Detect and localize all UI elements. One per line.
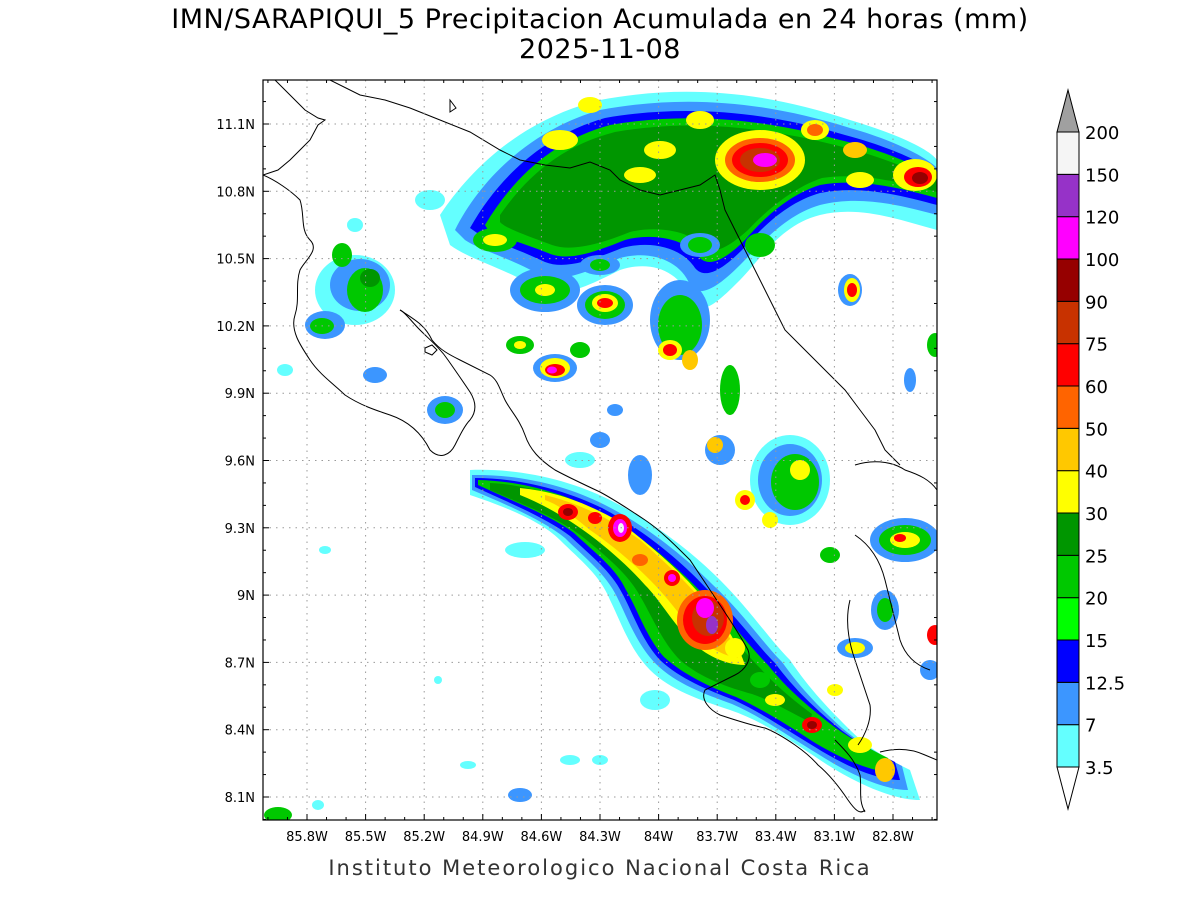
lat-label: 10.5N bbox=[216, 253, 255, 268]
nicaragua-border bbox=[329, 80, 901, 466]
lat-label: 11.1N bbox=[216, 118, 255, 133]
colorbar-label: 40 bbox=[1085, 462, 1108, 483]
pacific-rain-band bbox=[470, 469, 920, 800]
lat-label: 10.2N bbox=[216, 320, 255, 335]
colorbar-label: 12.5 bbox=[1085, 673, 1125, 694]
lat-label: 8.1N bbox=[225, 791, 255, 806]
colorbar-swatch bbox=[1056, 681, 1080, 726]
colorbar-swatch bbox=[1056, 173, 1080, 218]
colorbar-swatch bbox=[1056, 597, 1080, 641]
footer-credit: Instituto Meteorologico Nacional Costa R… bbox=[328, 856, 872, 880]
lat-label: 8.7N bbox=[225, 656, 255, 671]
colorbar-swatch bbox=[1056, 343, 1080, 387]
latitude-labels: 11.1N 10.8N 10.5N 10.2N 9.9N 9.6N 9.3N 9N 8.7N 8.… bbox=[216, 118, 255, 806]
colorbar-top-arrow bbox=[1056, 88, 1080, 133]
lon-label: 82.8W bbox=[872, 830, 914, 845]
bocas-coast bbox=[854, 534, 931, 671]
panama-pacific bbox=[879, 748, 937, 761]
precipitation-field bbox=[264, 91, 937, 820]
lon-label: 84.9W bbox=[462, 830, 504, 845]
island-1 bbox=[424, 344, 438, 356]
lon-label: 84.6W bbox=[520, 830, 562, 845]
lon-label: 83.4W bbox=[755, 830, 797, 845]
lon-label: 84W bbox=[644, 830, 674, 845]
pacific-coast-north bbox=[263, 80, 327, 176]
colorbar-label: 7 bbox=[1085, 716, 1096, 737]
colorbar-bottom-arrow bbox=[1056, 766, 1080, 811]
colorbar-swatch bbox=[1056, 216, 1080, 260]
axis-ticks bbox=[263, 80, 937, 820]
nicoya-coast bbox=[263, 174, 476, 456]
colorbar-label: 200 bbox=[1085, 123, 1119, 144]
colorbar-label: 100 bbox=[1085, 250, 1119, 271]
colorbar-swatch bbox=[1056, 639, 1080, 683]
map-title: IMN/SARAPIQUI_5 Precipitacion Acumulada … bbox=[171, 4, 1029, 35]
gridlines bbox=[263, 80, 937, 820]
northern-cells bbox=[506, 233, 937, 392]
lon-label: 85.2W bbox=[403, 830, 445, 845]
colorbar-swatch bbox=[1056, 724, 1080, 768]
colorbar-label: 15 bbox=[1085, 631, 1108, 652]
colorbar-label: 60 bbox=[1085, 377, 1108, 398]
colorbar-label: 50 bbox=[1085, 419, 1108, 440]
colorbar-swatch bbox=[1056, 131, 1080, 175]
colorbar-swatch bbox=[1056, 427, 1080, 472]
colorbar-swatch bbox=[1056, 300, 1080, 345]
lat-label: 9.9N bbox=[225, 387, 255, 402]
colorbar-label: 20 bbox=[1085, 589, 1108, 610]
guanacaste-cells bbox=[277, 190, 463, 424]
gulf-coast bbox=[399, 309, 866, 813]
colorbar-label: 3.5 bbox=[1085, 758, 1114, 779]
colorbar-swatch bbox=[1056, 470, 1080, 514]
lon-label: 83.1W bbox=[813, 830, 855, 845]
island-2 bbox=[449, 98, 457, 113]
lon-label: 83.7W bbox=[696, 830, 738, 845]
colorbar-label: 30 bbox=[1085, 504, 1108, 525]
lat-label: 9.3N bbox=[225, 522, 255, 537]
lat-label: 8.4N bbox=[225, 724, 255, 739]
light-cells bbox=[264, 542, 670, 820]
panama-border bbox=[847, 599, 871, 746]
colorbar-swatch bbox=[1056, 385, 1080, 429]
lon-label: 85.5W bbox=[345, 830, 387, 845]
lat-label: 9N bbox=[237, 589, 255, 604]
colorbar-label: 25 bbox=[1085, 546, 1108, 567]
colorbar-label: 75 bbox=[1085, 335, 1108, 356]
map-date: 2025-11-08 bbox=[519, 34, 681, 65]
lon-label: 84.3W bbox=[579, 830, 621, 845]
colorbar: 3.5 7 12.5 15 20 25 30 40 50 60 75 90 100 120 150 200 bbox=[1056, 88, 1125, 811]
caribbean-coast-south bbox=[854, 461, 937, 491]
osa-coast bbox=[834, 739, 866, 813]
colorbar-label: 120 bbox=[1085, 208, 1119, 229]
longitude-labels: 85.8W 85.5W 85.2W 84.9W 84.6W 84.3W 84W 83.7W 83… bbox=[286, 830, 914, 845]
lat-label: 10.8N bbox=[216, 185, 255, 200]
coastlines bbox=[263, 80, 937, 813]
caribbean-south-cells bbox=[565, 365, 937, 680]
lat-label: 9.6N bbox=[225, 455, 255, 470]
northern-rain-band bbox=[440, 91, 937, 309]
colorbar-swatch bbox=[1056, 258, 1080, 302]
colorbar-swatch bbox=[1056, 554, 1080, 599]
colorbar-label: 150 bbox=[1085, 165, 1119, 186]
colorbar-swatch bbox=[1056, 512, 1080, 556]
lon-label: 85.8W bbox=[286, 830, 328, 845]
colorbar-label: 90 bbox=[1085, 292, 1108, 313]
